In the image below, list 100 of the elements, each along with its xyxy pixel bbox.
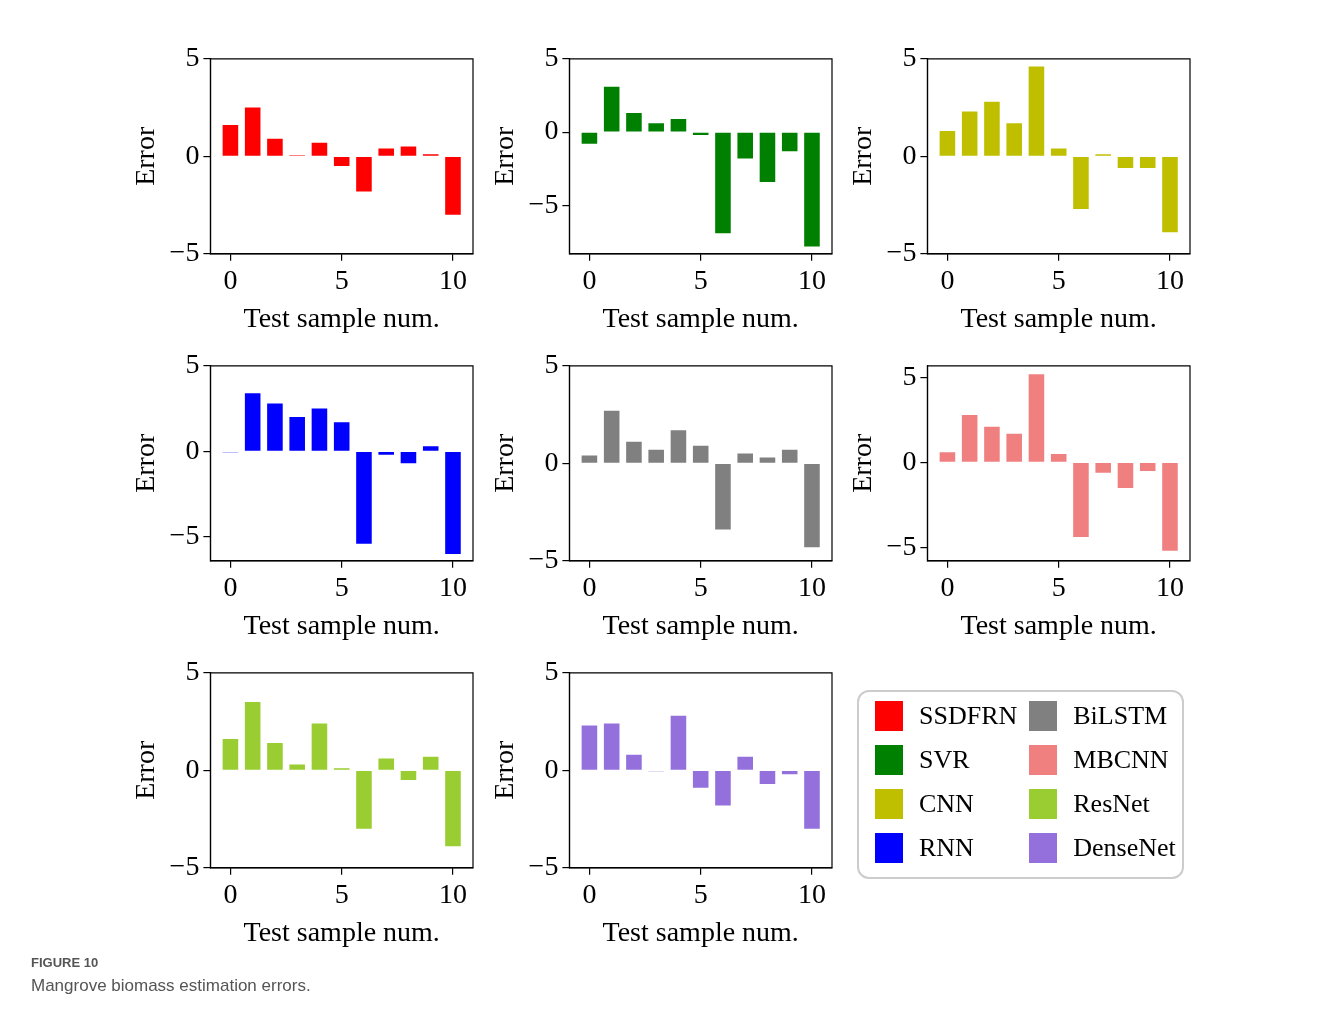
y-tick-label: 0 [544, 445, 559, 477]
x-tick-label: 0 [223, 263, 238, 295]
bar [267, 743, 283, 770]
bar [311, 408, 328, 451]
bar [939, 130, 956, 156]
bar [581, 132, 598, 144]
bar [222, 739, 239, 770]
x-tick-label: 5 [334, 877, 349, 909]
bar [626, 113, 642, 132]
bar [715, 770, 731, 806]
x-axis-title: Test sample num. [602, 301, 799, 333]
x-tick-label: 0 [582, 263, 597, 295]
y-tick-label: −5 [169, 519, 200, 551]
y-axis-title: Error [846, 433, 878, 493]
y-tick-label: 5 [185, 348, 200, 380]
bar [356, 770, 372, 829]
legend-label: RNN [919, 833, 974, 863]
x-axis-title: Test sample num. [960, 301, 1157, 333]
x-tick-label: 5 [1051, 570, 1066, 602]
bar [244, 107, 261, 156]
bar [222, 125, 239, 156]
bar [581, 725, 598, 770]
x-tick-label: 5 [693, 570, 708, 602]
y-axis-title: Error [129, 740, 161, 800]
bar [670, 715, 687, 770]
x-tick-label: 5 [334, 570, 349, 602]
legend-label: BiLSTM [1073, 701, 1168, 731]
bar [267, 138, 283, 156]
bar [1095, 463, 1111, 473]
x-tick-label: 0 [940, 263, 955, 295]
bar [984, 101, 1000, 156]
y-tick-label: −5 [886, 529, 917, 561]
bar [984, 426, 1000, 462]
y-tick-label: −5 [528, 187, 559, 219]
x-tick-label: 0 [223, 570, 238, 602]
bar [692, 445, 709, 463]
bar [289, 764, 305, 770]
y-tick-label: 5 [902, 360, 917, 392]
bar [356, 156, 372, 192]
bar [781, 449, 798, 463]
bar [1006, 123, 1022, 156]
text: Mangrove biomass estimation errors. [31, 976, 311, 996]
bar [1073, 463, 1089, 538]
bar [581, 455, 598, 463]
bar [378, 758, 394, 770]
bar [781, 770, 798, 775]
x-axis-title: Test sample num. [243, 301, 440, 333]
legend-label: SSDFRN [919, 701, 1018, 731]
bar [626, 441, 642, 463]
x-tick-label: 5 [693, 263, 708, 295]
x-tick-label: 5 [693, 877, 708, 909]
bar [378, 451, 394, 455]
legend-label: SVR [919, 745, 970, 775]
x-axis-title: Test sample num. [960, 608, 1157, 640]
y-tick-label: 5 [185, 655, 200, 687]
bar [1028, 374, 1045, 462]
bar [445, 156, 461, 215]
bar [244, 702, 261, 770]
bar [1050, 148, 1067, 156]
y-tick-label: −5 [169, 850, 200, 882]
bar [1117, 156, 1134, 168]
bar [1117, 463, 1134, 488]
bar [648, 123, 664, 132]
bar [781, 132, 798, 152]
bar [267, 403, 283, 451]
x-tick-label: 0 [582, 570, 597, 602]
bar [1139, 463, 1156, 471]
bar [311, 723, 328, 770]
bar [333, 156, 350, 167]
x-tick-label: 5 [334, 263, 349, 295]
x-axis-title: Test sample num. [602, 608, 799, 640]
y-tick-label: 0 [902, 138, 917, 170]
bar [445, 770, 461, 847]
y-tick-label: −5 [528, 850, 559, 882]
bar [737, 453, 753, 463]
bar [804, 770, 820, 829]
bar [961, 111, 978, 156]
bar [378, 148, 394, 156]
bar [422, 446, 439, 451]
y-tick-label: −5 [528, 543, 559, 575]
y-tick-label: 5 [544, 348, 559, 380]
y-tick-label: −5 [169, 236, 200, 268]
bar [289, 417, 305, 451]
y-tick-label: 5 [185, 41, 200, 73]
bar [244, 393, 261, 451]
bar [939, 452, 956, 462]
x-tick-label: 0 [940, 570, 955, 602]
x-axis-title: Test sample num. [243, 608, 440, 640]
bar [1139, 156, 1156, 168]
bar [603, 723, 620, 770]
x-tick-label: 10 [797, 877, 826, 909]
bar [804, 132, 820, 247]
legend-label: DenseNet [1073, 833, 1176, 863]
bar [1028, 66, 1045, 156]
x-tick-label: 0 [582, 877, 597, 909]
bar [356, 451, 372, 544]
y-axis-title: Error [129, 126, 161, 186]
y-tick-label: 5 [544, 41, 559, 73]
bar [737, 132, 753, 159]
y-tick-label: 0 [544, 114, 559, 146]
